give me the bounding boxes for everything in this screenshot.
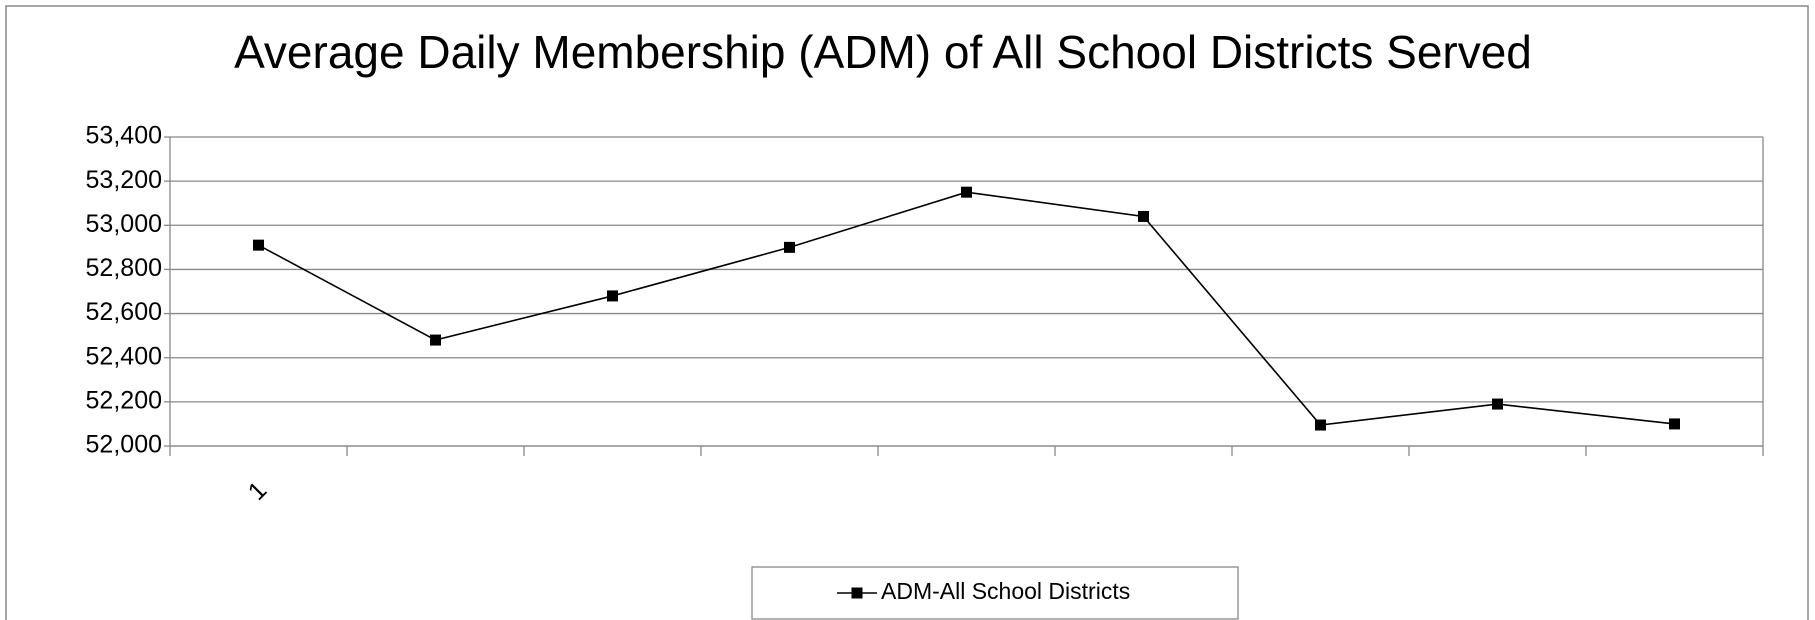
chart-title: Average Daily Membership (ADM) of All Sc… [234, 26, 1532, 78]
point-marker [607, 290, 618, 302]
point-marker [253, 239, 264, 251]
point-marker [1492, 398, 1503, 410]
legend-label: ADM-All School Districts [881, 578, 1130, 604]
y-tick-label: 53,000 [86, 210, 162, 238]
y-tick-label: 53,400 [86, 122, 162, 150]
y-tick-label: 53,200 [86, 166, 162, 194]
point-marker [1138, 210, 1149, 222]
y-tick-label: 52,200 [86, 386, 162, 414]
legend-box [751, 566, 1239, 620]
chart-border [5, 5, 1809, 620]
x-tick-label: 1 [243, 476, 273, 506]
y-tick-label: 52,800 [86, 254, 162, 282]
point-marker [961, 186, 972, 198]
point-marker [430, 334, 441, 346]
series-line [258, 191, 1675, 426]
point-marker [1669, 418, 1680, 430]
legend-marker [851, 587, 863, 599]
point-marker [1315, 419, 1326, 431]
y-tick-label: 52,600 [86, 298, 162, 326]
y-tick-label: 52,000 [86, 431, 162, 459]
point-marker [784, 241, 795, 253]
y-tick-label: 52,400 [86, 342, 162, 370]
